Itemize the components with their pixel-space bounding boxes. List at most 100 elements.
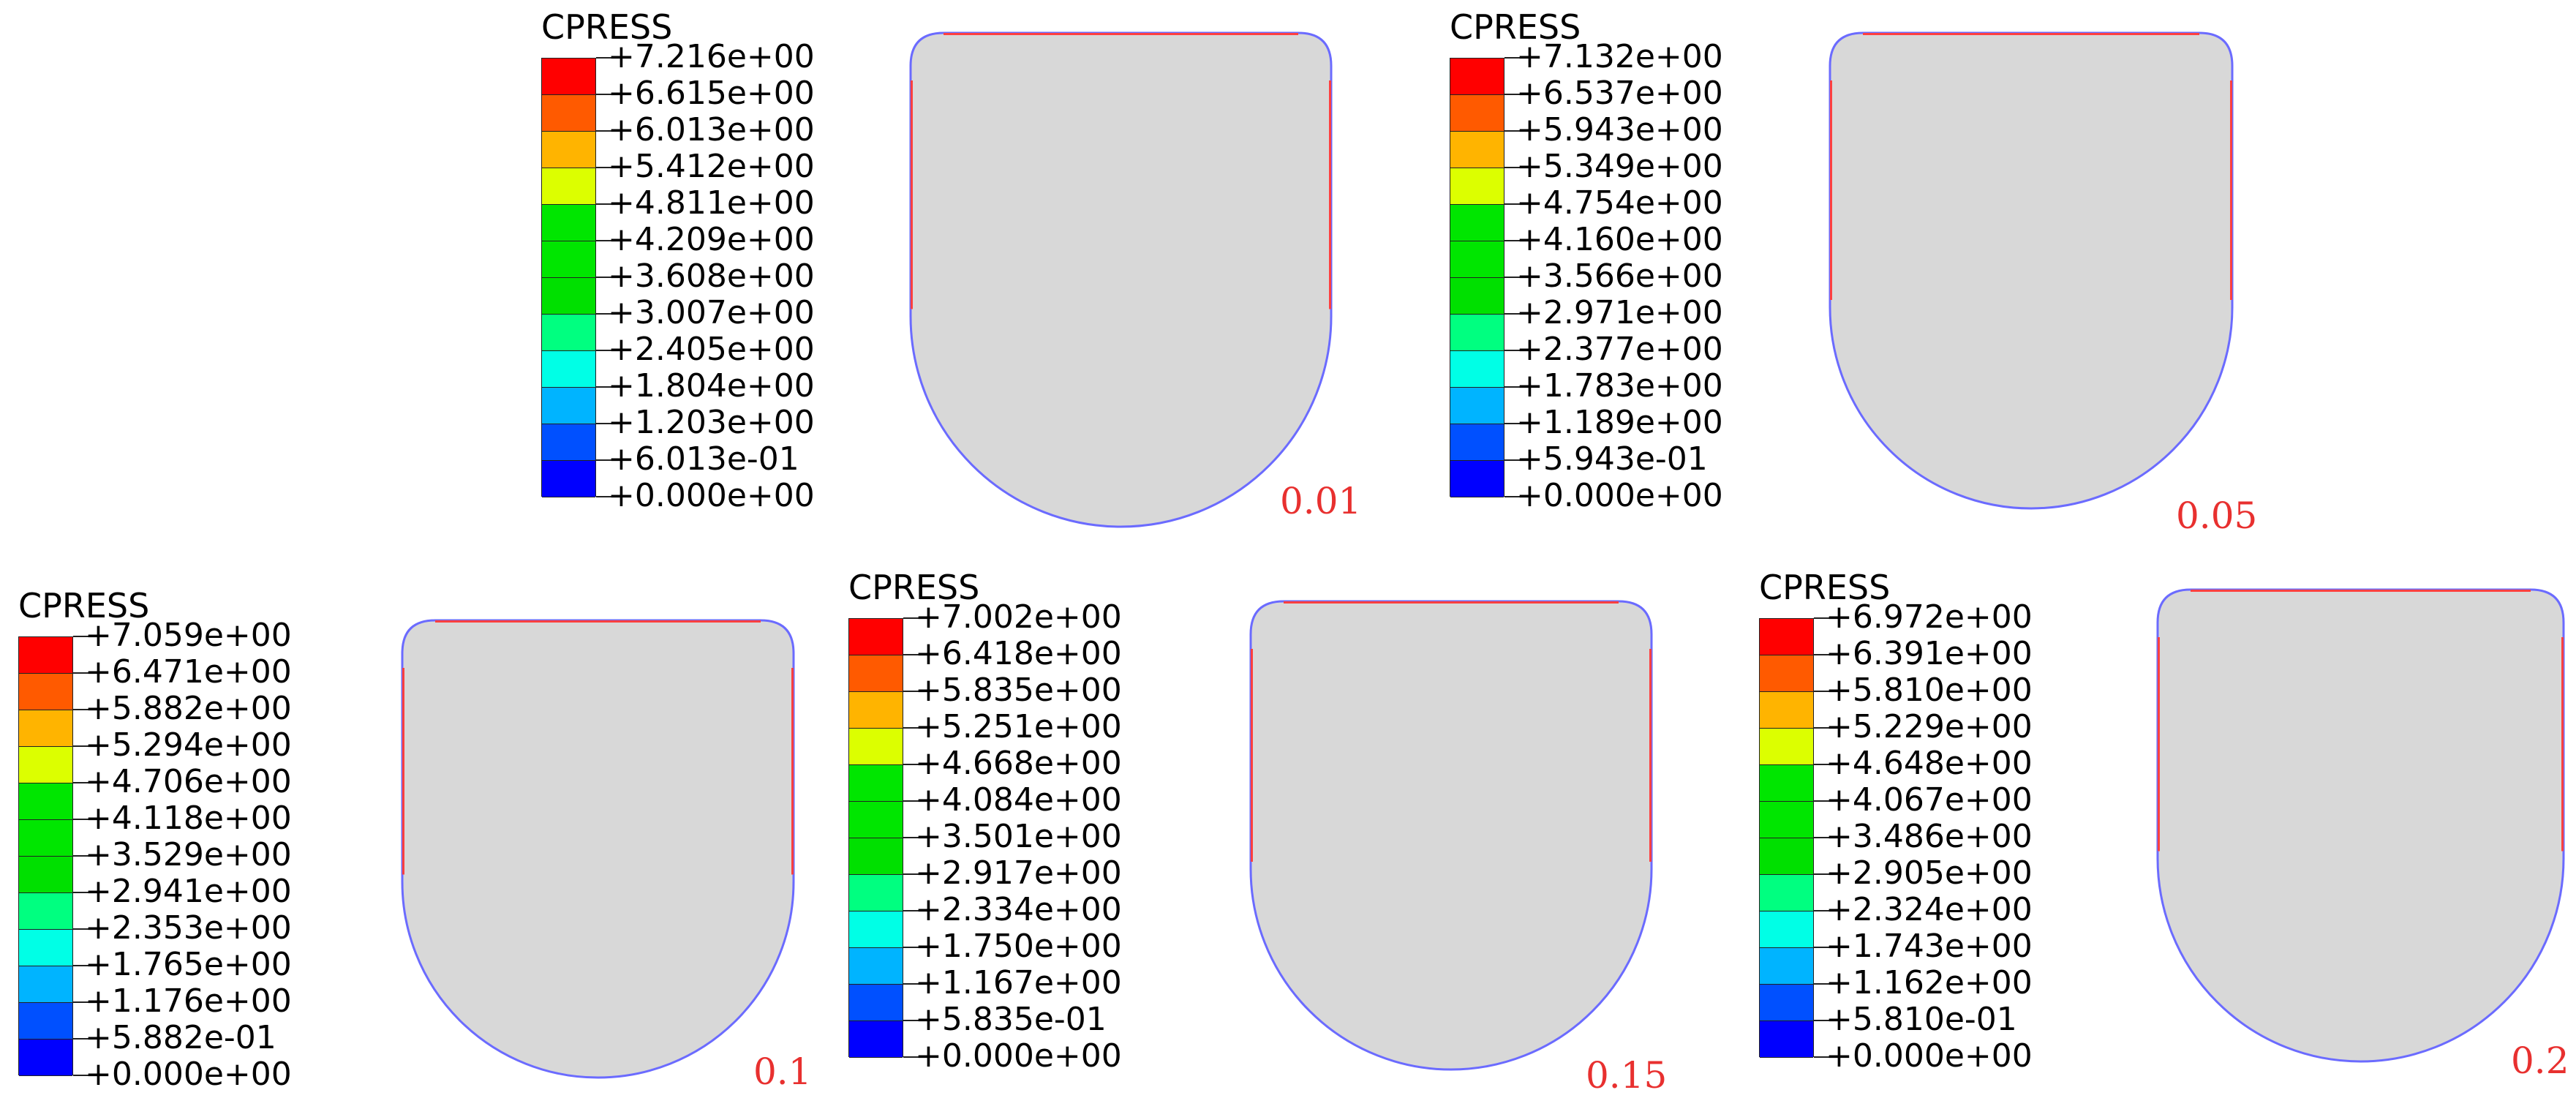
colorbar-tick-label: +5.229e+00 (1826, 708, 2033, 745)
colorbar-tick (1504, 350, 1525, 351)
colorbar-tick (1504, 459, 1525, 461)
colorbar-tick (596, 57, 617, 59)
colorbar-swatch (19, 637, 72, 674)
colorbar-tick (596, 130, 617, 132)
shape-body (401, 619, 795, 1079)
colorbar-swatch (1760, 1021, 1813, 1058)
legend-title: CPRESS (1759, 568, 1891, 607)
colorbar-swatch (542, 351, 595, 388)
colorbar-tick-label: +5.835e+00 (915, 672, 1122, 709)
colorbar-swatch (19, 820, 72, 857)
colorbar-tick-label: +0.000e+00 (608, 477, 815, 514)
colorbar-tick-label: +5.943e-01 (1516, 440, 1708, 478)
colorbar-swatch (542, 241, 595, 278)
colorbar-tick-label: +4.067e+00 (1826, 781, 2033, 819)
colorbar-swatch (1450, 388, 1504, 424)
legend-title: CPRESS (541, 7, 673, 47)
colorbar-swatch (849, 729, 903, 765)
colorbar-tick-label: +1.804e+00 (608, 367, 815, 405)
colorbar-tick (1504, 240, 1525, 241)
colorbar-tick-label: +2.353e+00 (85, 909, 292, 947)
colorbar-tick (1814, 1056, 1834, 1058)
colorbar-tick-label: +6.972e+00 (1826, 598, 2033, 636)
contact-profile-shape (2156, 588, 2565, 1063)
colorbar-swatch (1450, 132, 1504, 168)
shape-body (2156, 588, 2565, 1063)
colorbar-swatch (542, 315, 595, 351)
colorbar-swatch (849, 655, 903, 692)
colorbar-swatch (1760, 948, 1813, 985)
colorbar-swatch (1760, 985, 1813, 1021)
colorbar-swatch (542, 59, 595, 95)
colorbar-tick-label: +2.334e+00 (915, 891, 1122, 928)
colorbar-tick-label: +1.743e+00 (1826, 928, 2033, 965)
colorbar-tick-label: +5.349e+00 (1516, 148, 1723, 185)
colorbar-tick (73, 892, 94, 893)
colorbar-tick (596, 496, 617, 497)
colorbar-swatch (1450, 424, 1504, 461)
colorbar-tick-label: +5.294e+00 (85, 726, 292, 764)
colorbar-tick (73, 965, 94, 966)
colorbar-swatch (849, 985, 903, 1021)
colorbar-tick (1504, 423, 1525, 424)
colorbar-tick (1814, 873, 1834, 875)
colorbar-tick-label: +6.013e+00 (608, 111, 815, 149)
colorbar-tick-label: +2.377e+00 (1516, 331, 1723, 368)
colorbar-tick (1504, 203, 1525, 205)
colorbar-tick (1504, 496, 1525, 497)
colorbar-tick-label: +1.162e+00 (1826, 964, 2033, 1001)
colorbar-tick-label: +3.608e+00 (608, 257, 815, 295)
colorbar-swatch (1760, 911, 1813, 948)
colorbar-swatch (1760, 875, 1813, 911)
colorbar-tick (1814, 947, 1834, 948)
colorbar-tick-label: +6.418e+00 (915, 635, 1122, 672)
shape-body (909, 31, 1333, 528)
colorbar-tick (903, 617, 924, 619)
contact-profile-shape (401, 619, 795, 1079)
colorbar-swatch (542, 388, 595, 424)
colorbar-tick-label: +3.007e+00 (608, 294, 815, 331)
colorbar-tick (1814, 764, 1834, 765)
legend-title: CPRESS (848, 568, 980, 607)
legend-title: CPRESS (18, 586, 150, 625)
colorbar-tick (73, 782, 94, 783)
colorbar-swatch (542, 278, 595, 315)
colorbar-tick-label: +2.405e+00 (608, 331, 815, 368)
colorbar-tick (1504, 57, 1525, 59)
colorbar-swatch (849, 619, 903, 655)
colorbar-tick-label: +6.013e-01 (608, 440, 799, 478)
colorbar-tick-label: +5.412e+00 (608, 148, 815, 185)
colorbar-tick-label: +1.167e+00 (915, 964, 1122, 1001)
colorbar-tick-label: +1.750e+00 (915, 928, 1122, 965)
colorbar-tick-label: +5.882e+00 (85, 690, 292, 727)
colorbar-tick (596, 94, 617, 95)
colorbar-tick (903, 1020, 924, 1021)
colorbar-tick-label: +6.615e+00 (608, 75, 815, 112)
colorbar-tick-label: +3.501e+00 (915, 818, 1122, 855)
colorbar-swatch (19, 747, 72, 783)
colorbar-tick (73, 636, 94, 637)
colorbar-tick-label: +2.971e+00 (1516, 294, 1723, 331)
colorbar-tick (903, 873, 924, 875)
case-label: 0.01 (1280, 480, 1362, 522)
colorbar-tick (903, 947, 924, 948)
colorbar-tick-label: +1.176e+00 (85, 982, 292, 1020)
colorbar-tick (73, 709, 94, 710)
colorbar-swatch (542, 132, 595, 168)
colorbar-swatch (542, 424, 595, 461)
colorbar-swatch (1760, 729, 1813, 765)
colorbar-tick-label: +2.324e+00 (1826, 891, 2033, 928)
colorbar-tick-label: +5.810e+00 (1826, 672, 2033, 709)
colorbar-tick (1814, 983, 1834, 985)
colorbar-swatch (1450, 241, 1504, 278)
colorbar-tick (903, 983, 924, 985)
colorbar-tick-label: +2.941e+00 (85, 873, 292, 910)
colorbar-tick-label: +6.537e+00 (1516, 75, 1723, 112)
colorbar-swatch (849, 692, 903, 729)
colorbar-tick (1504, 130, 1525, 132)
colorbar-tick (73, 1038, 94, 1040)
colorbar-tick (73, 1001, 94, 1003)
contact-profile-shape (909, 31, 1333, 528)
colorbar-tick-label: +1.189e+00 (1516, 404, 1723, 441)
colorbar-tick-label: +1.203e+00 (608, 404, 815, 441)
